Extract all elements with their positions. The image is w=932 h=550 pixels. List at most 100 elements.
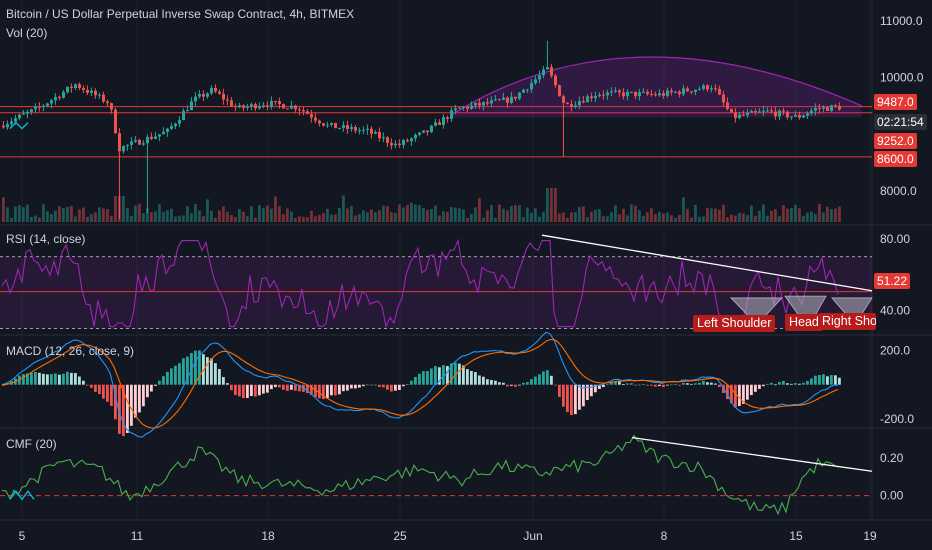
macd-hist-bar bbox=[74, 373, 77, 385]
volume-bar bbox=[718, 209, 721, 222]
macd-hist-bar bbox=[698, 382, 701, 385]
candle-body bbox=[234, 106, 237, 108]
candle-body bbox=[6, 124, 9, 128]
volume-bar bbox=[450, 207, 453, 222]
macd-hist-bar bbox=[690, 383, 693, 385]
macd-hist-bar bbox=[166, 371, 169, 385]
macd-hist-bar bbox=[310, 384, 313, 396]
volume-bar bbox=[214, 217, 217, 222]
left-shoulder-label[interactable]: Left Shoulder bbox=[693, 315, 776, 332]
volume-bar bbox=[74, 216, 77, 222]
candle-body bbox=[54, 96, 57, 101]
macd-hist-bar bbox=[798, 383, 801, 385]
macd-hist-bar bbox=[198, 350, 201, 385]
candle-body bbox=[26, 111, 29, 114]
volume-bar bbox=[702, 216, 705, 222]
volume-bar bbox=[142, 213, 145, 222]
candle-body bbox=[390, 142, 393, 146]
volume-bar bbox=[738, 212, 741, 222]
candle-body bbox=[470, 105, 473, 109]
volume-bar bbox=[466, 217, 469, 222]
rsi-trendline bbox=[541, 234, 873, 292]
macd-hist-bar bbox=[530, 379, 533, 385]
volume-bar bbox=[38, 217, 41, 222]
macd-hist-bar bbox=[566, 384, 569, 413]
rsi-tick-label: 80.00 bbox=[880, 232, 910, 246]
volume-bar bbox=[642, 215, 645, 222]
candle-body bbox=[418, 132, 421, 135]
volume-bar bbox=[434, 205, 437, 222]
macd-hist-bar bbox=[522, 382, 525, 385]
macd-hist-bar bbox=[98, 384, 101, 395]
head-label[interactable]: Head bbox=[785, 314, 823, 331]
candle-body bbox=[190, 101, 193, 111]
cmf-trendline bbox=[631, 436, 873, 472]
candle-body bbox=[546, 67, 549, 70]
candle-body bbox=[618, 90, 621, 93]
candle-body bbox=[710, 88, 713, 90]
macd-hist-bar bbox=[550, 375, 553, 385]
candle-body bbox=[302, 110, 305, 112]
macd-hist-bar bbox=[498, 382, 501, 385]
volume-bar bbox=[518, 205, 521, 222]
candle-body bbox=[126, 144, 129, 147]
volume-bar bbox=[734, 215, 737, 222]
volume-bar bbox=[682, 197, 685, 222]
volume-bar bbox=[806, 212, 809, 222]
right-shoulder-label[interactable]: Right Shoulder bbox=[818, 313, 876, 330]
candle-body bbox=[406, 140, 409, 142]
volume-bar bbox=[98, 207, 101, 222]
macd-hist-bar bbox=[170, 368, 173, 385]
candle-body bbox=[22, 113, 25, 115]
candle-body bbox=[218, 91, 221, 94]
candle-body bbox=[562, 96, 565, 103]
volume-bar bbox=[494, 217, 497, 222]
volume-bar bbox=[506, 210, 509, 222]
macd-hist-bar bbox=[542, 371, 545, 385]
volume-bar bbox=[482, 217, 485, 222]
candle-body bbox=[490, 100, 493, 104]
volume-bar bbox=[514, 205, 517, 222]
candle-body bbox=[634, 91, 637, 97]
macd-hist-bar bbox=[702, 380, 705, 385]
macd-hist-bar bbox=[274, 384, 277, 388]
volume-bar bbox=[194, 204, 197, 222]
macd-histogram bbox=[2, 350, 841, 437]
candle-body bbox=[354, 127, 357, 131]
candle-body bbox=[714, 88, 717, 90]
candle-body bbox=[130, 141, 133, 145]
volume-bar bbox=[786, 208, 789, 222]
candle-body bbox=[498, 99, 501, 101]
candle-body bbox=[610, 91, 613, 93]
volume-bar bbox=[294, 217, 297, 222]
candle-body bbox=[558, 85, 561, 97]
candle-body bbox=[46, 103, 49, 106]
macd-hist-bar bbox=[818, 375, 821, 385]
candle-body bbox=[690, 91, 693, 93]
macd-hist-bar bbox=[250, 384, 253, 397]
volume-bar bbox=[826, 206, 829, 222]
volume-bar bbox=[34, 215, 37, 222]
macd-hist-bar bbox=[210, 358, 213, 385]
cmf-tick-label: 0.00 bbox=[880, 489, 904, 503]
macd-hist-bar bbox=[262, 384, 265, 394]
x-tick-label: 18 bbox=[261, 529, 275, 543]
macd-hist-bar bbox=[326, 384, 329, 399]
macd-hist-bar bbox=[462, 365, 465, 385]
candle-body bbox=[830, 105, 833, 111]
candle-body bbox=[202, 93, 205, 97]
macd-hist-bar bbox=[402, 384, 405, 387]
macd-hist-bar bbox=[638, 384, 641, 386]
countdown-badge: 02:21:54 bbox=[874, 114, 927, 130]
candle-body bbox=[178, 120, 181, 124]
macd-hist-bar bbox=[646, 384, 649, 386]
candle-body bbox=[310, 113, 313, 118]
volume-bar bbox=[710, 208, 713, 222]
volume-bar bbox=[606, 216, 609, 222]
candle-body bbox=[294, 105, 297, 110]
candle-body bbox=[2, 125, 5, 128]
candle-body bbox=[738, 114, 741, 119]
macd-hist-bar bbox=[766, 383, 769, 385]
macd-hist-bar bbox=[358, 384, 361, 388]
